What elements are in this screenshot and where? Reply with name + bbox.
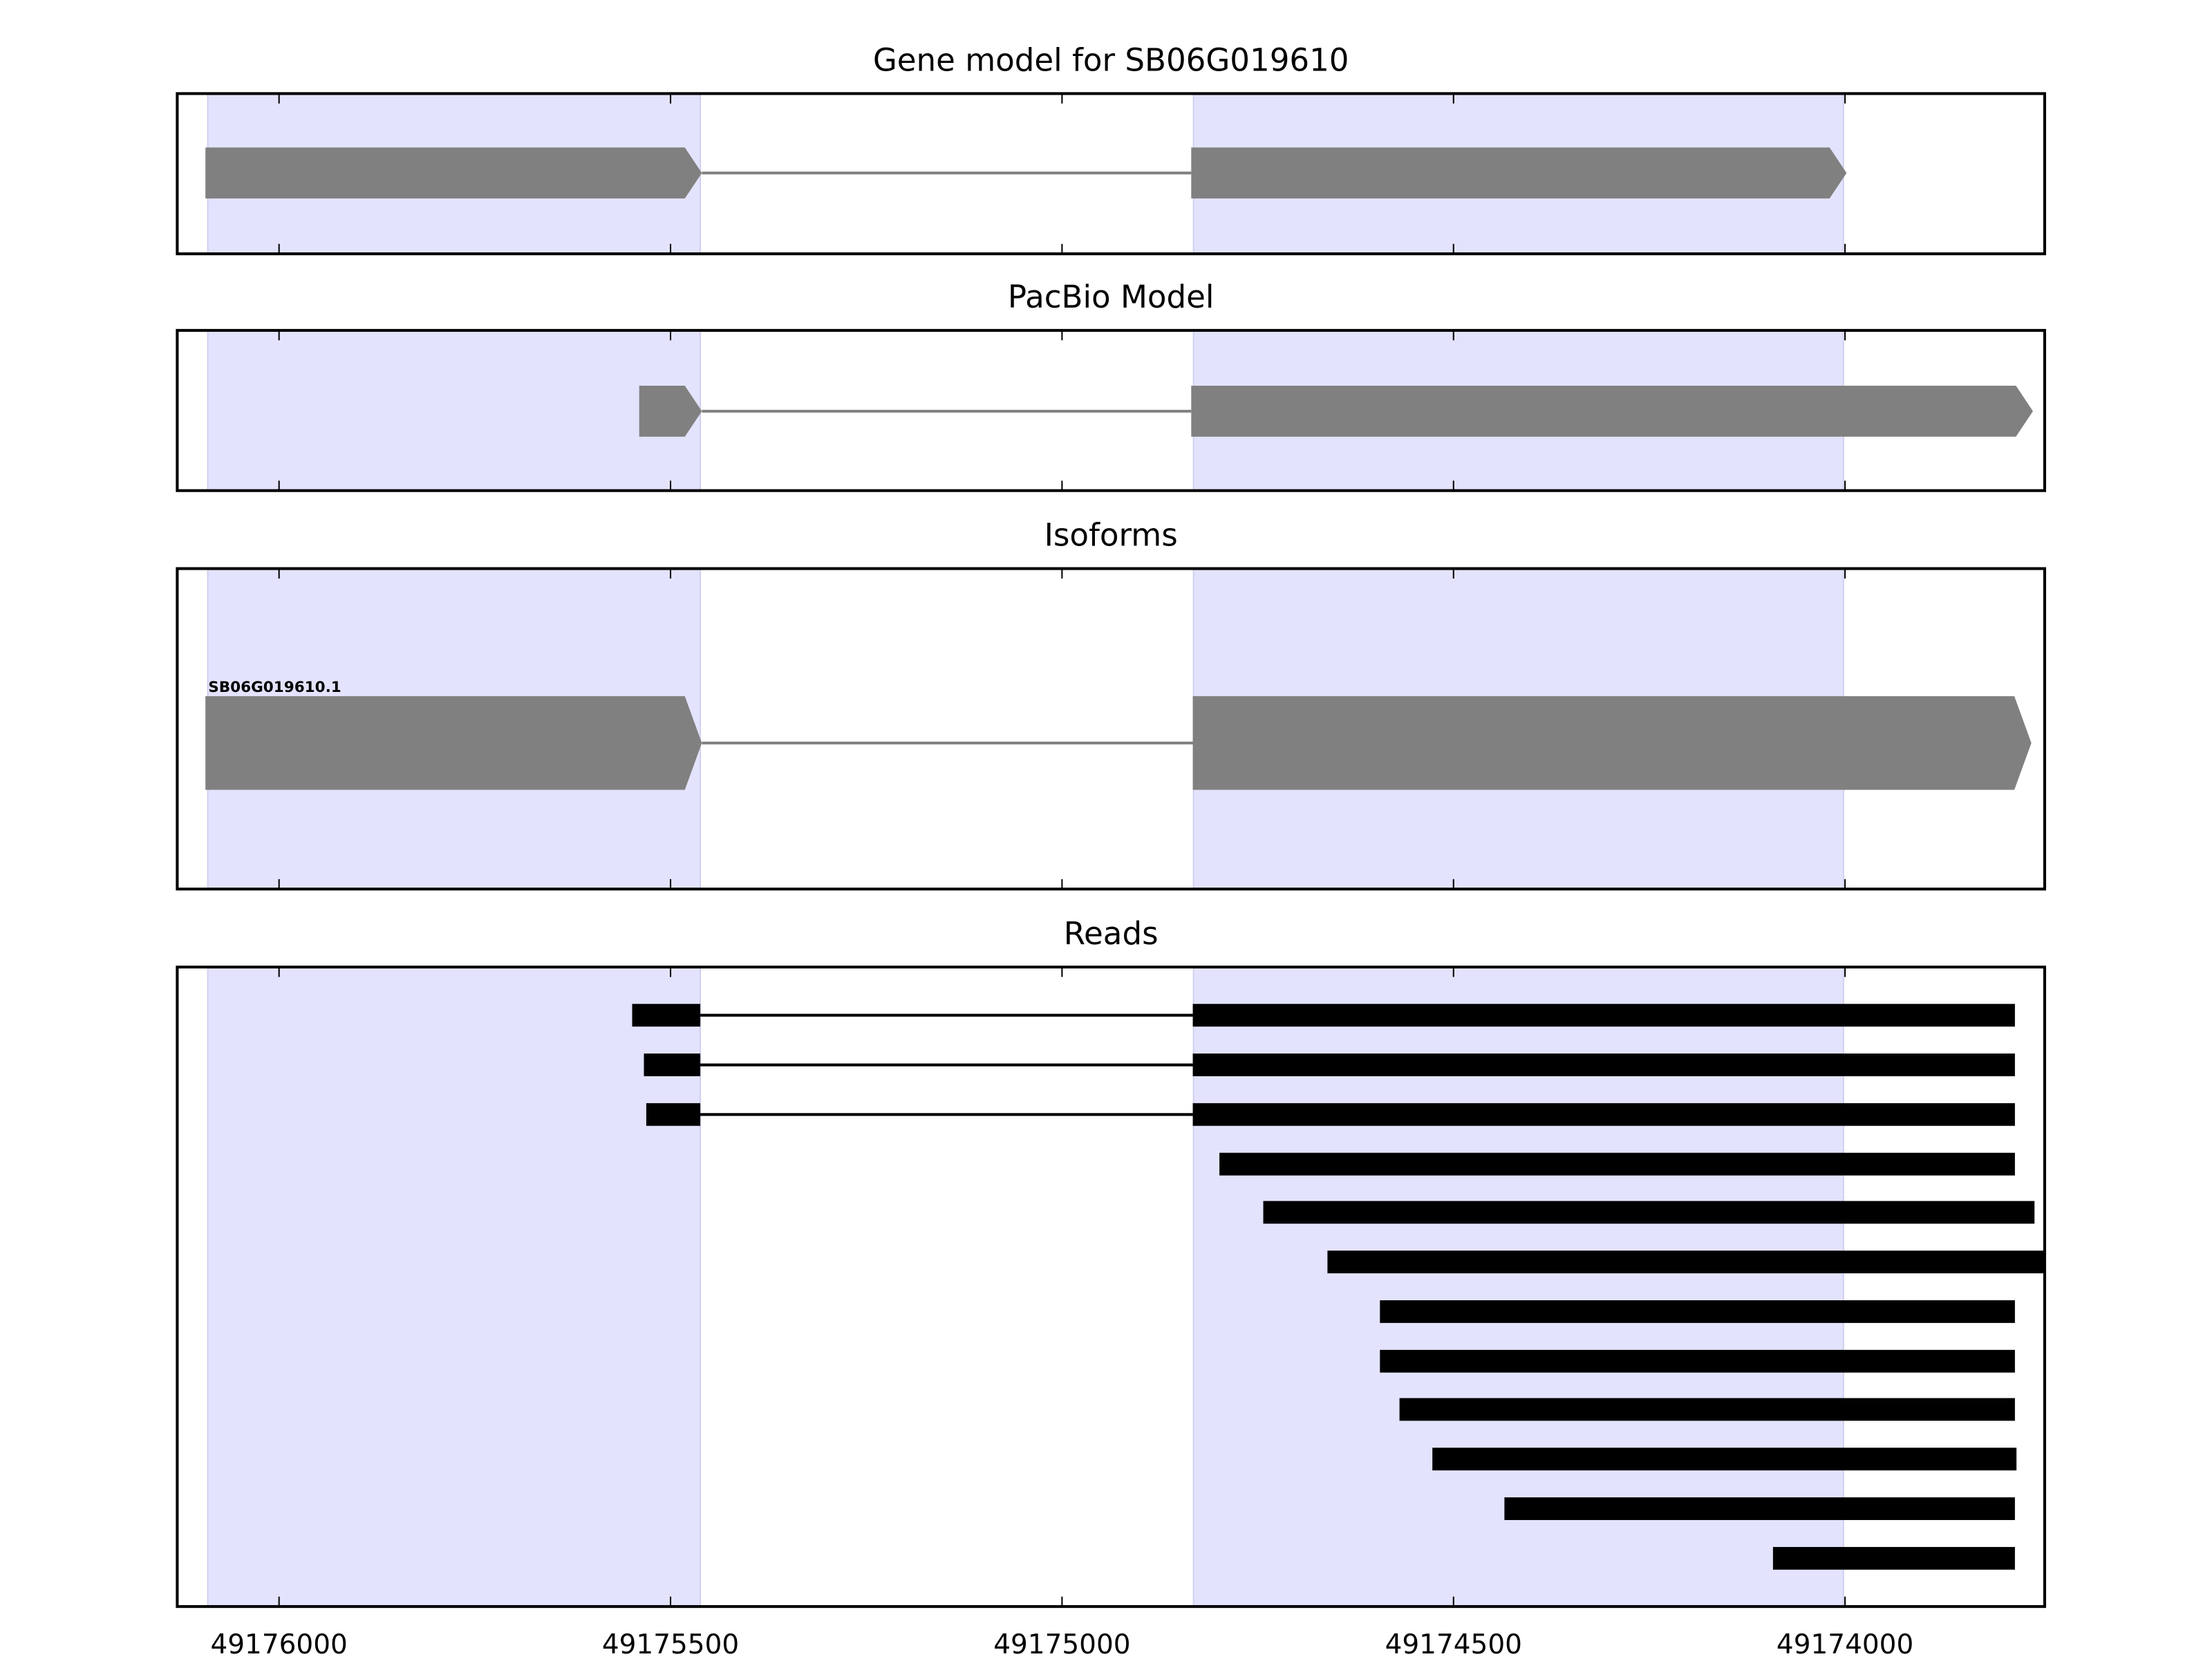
panel-3: Reads xyxy=(176,915,2046,1609)
panel-frame xyxy=(176,328,2046,492)
read-block xyxy=(1192,1053,2015,1076)
exon-arrow xyxy=(205,147,702,199)
x-tick-label: 49174000 xyxy=(1777,1629,1913,1659)
transcript: SB06G019610.1 xyxy=(205,679,2032,790)
read-block xyxy=(646,1103,701,1126)
transcript xyxy=(639,385,2033,437)
x-tick-label: 49174500 xyxy=(1385,1629,1522,1659)
read-block xyxy=(1219,1152,2015,1176)
read xyxy=(1380,1349,2015,1373)
read xyxy=(646,1103,2015,1126)
read-block xyxy=(1504,1497,2015,1520)
exon-arrow xyxy=(205,696,702,790)
read-block xyxy=(1192,1004,2015,1027)
read xyxy=(1504,1497,2015,1520)
read xyxy=(1219,1152,2015,1176)
panel-title: Isoforms xyxy=(1044,517,1178,554)
panel-frame xyxy=(176,965,2046,1609)
transcript xyxy=(205,147,1847,199)
exon-arrow xyxy=(639,385,702,437)
read-block xyxy=(1192,1103,2015,1126)
read-block xyxy=(1380,1349,2015,1373)
panel-0: Gene model for SB06G019610 xyxy=(176,42,2046,256)
read-block xyxy=(1399,1398,2015,1421)
read xyxy=(1327,1250,2045,1274)
read xyxy=(632,1004,2015,1027)
x-tick-label: 49175500 xyxy=(602,1629,739,1659)
panel-frame xyxy=(176,567,2046,891)
panel-title: PacBio Model xyxy=(1008,279,1214,315)
read xyxy=(1263,1201,2035,1224)
exon-arrow xyxy=(1191,385,2033,437)
shaded-region xyxy=(207,966,702,1608)
read xyxy=(1399,1398,2015,1421)
read-block xyxy=(1380,1300,2015,1323)
panel-2: Isoforms SB06G019610.1 xyxy=(176,517,2046,891)
read-block xyxy=(1432,1447,2017,1471)
isoform-label: SB06G019610.1 xyxy=(208,679,341,696)
read-block xyxy=(1772,1546,2015,1570)
read-block xyxy=(1263,1201,2035,1224)
exon-arrow xyxy=(1191,147,1847,199)
read xyxy=(1772,1546,2015,1570)
read-block xyxy=(1327,1250,2045,1274)
read xyxy=(1380,1300,2015,1323)
panel-frame xyxy=(176,92,2046,256)
read-block xyxy=(644,1053,701,1076)
read xyxy=(644,1053,2015,1076)
exon-arrow xyxy=(1192,696,2032,790)
panel-title: Reads xyxy=(1064,915,1159,952)
shaded-region xyxy=(207,329,702,491)
panel-1: PacBio Model xyxy=(176,279,2046,492)
read xyxy=(1432,1447,2017,1471)
read-block xyxy=(632,1004,701,1027)
x-tick-label: 49175000 xyxy=(993,1629,1130,1659)
x-tick-label: 49176000 xyxy=(210,1629,347,1659)
panel-title: Gene model for SB06G019610 xyxy=(873,42,1349,79)
